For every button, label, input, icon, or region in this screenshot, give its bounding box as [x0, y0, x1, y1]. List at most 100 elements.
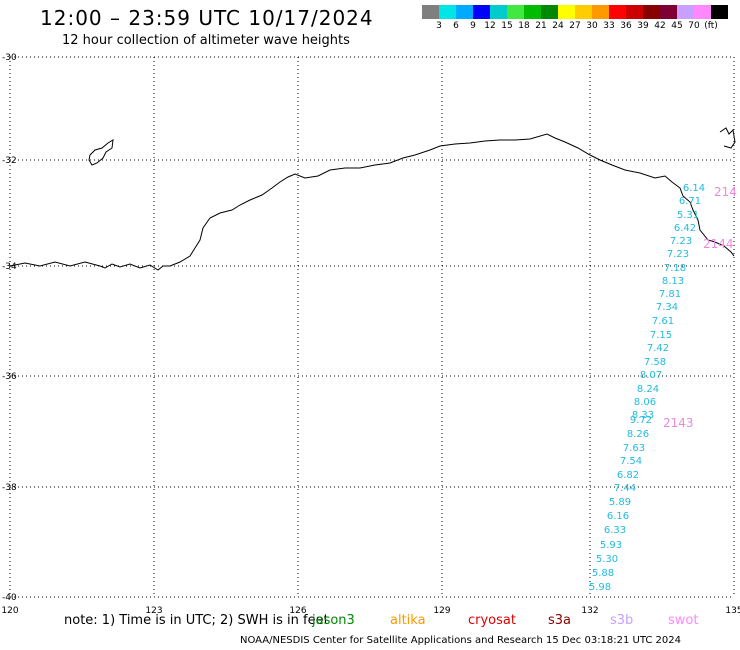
colorbar-label: 6 — [453, 21, 459, 31]
wave-height-label: 6.14 — [683, 183, 705, 194]
colorbar-label: 70 — [688, 21, 700, 31]
colorbar-swatch — [626, 5, 643, 19]
wave-height-label: 7.44 — [614, 483, 636, 494]
legend-swot: swot — [668, 613, 699, 628]
wave-height-label: 7.42 — [647, 343, 669, 354]
track-time-label: 214 — [714, 185, 737, 199]
colorbar-swatch — [592, 5, 609, 19]
colorbar-swatch — [609, 5, 626, 19]
colorbar-swatch — [694, 5, 711, 19]
latitude-labels: -30 -32 -34 -36 -38 -40 — [2, 53, 17, 603]
wave-height-label: 7.18 — [664, 263, 686, 274]
latitude-label: -32 — [2, 156, 17, 166]
latitude-label: -38 — [2, 483, 17, 493]
colorbar-label: (ft) — [704, 21, 718, 31]
wave-height-label: 5.30 — [596, 554, 618, 565]
colorbar-swatch — [677, 5, 694, 19]
wave-height-label: 8.13 — [662, 276, 684, 287]
footer-note: note: 1) Time is in UTC; 2) SWH is in fe… — [64, 613, 329, 628]
wave-height-label: 6.42 — [674, 223, 696, 234]
colorbar-swatch — [660, 5, 677, 19]
colorbar-label: 42 — [654, 21, 666, 31]
longitude-label: 123 — [145, 606, 162, 616]
colorbar-swatch — [643, 5, 660, 19]
wave-height-label: 7.61 — [652, 316, 674, 327]
wave-height-label: 5.31 — [677, 210, 699, 221]
colorbar-label: 33 — [603, 21, 615, 31]
map-grid — [9, 56, 735, 598]
wave-height-label: 8.33 — [632, 410, 654, 421]
wave-height-label: 7.23 — [667, 249, 689, 260]
colorbar-label: 27 — [569, 21, 581, 31]
legend-cryosat: cryosat — [468, 613, 516, 628]
colorbar-label: 15 — [501, 21, 513, 31]
wave-height-label: 8.07 — [640, 370, 662, 381]
latitude-label: -36 — [2, 372, 17, 382]
colorbar-swatch — [456, 5, 473, 19]
colorbar-swatch — [507, 5, 524, 19]
colorbar-label: 9 — [470, 21, 476, 31]
wave-height-label: 7.58 — [644, 357, 666, 368]
longitude-label: 132 — [581, 606, 598, 616]
colorbar-swatch — [575, 5, 592, 19]
colorbar-label: 39 — [637, 21, 649, 31]
colorbar-label: 21 — [535, 21, 547, 31]
wave-height-label: 5.89 — [609, 497, 631, 508]
colorbar-swatch — [558, 5, 575, 19]
colorbar-swatch — [422, 5, 439, 19]
colorbar-label: 3 — [436, 21, 442, 31]
colorbar-label: 36 — [620, 21, 632, 31]
colorbar-swatch — [541, 5, 558, 19]
satellite-track: 6.14 6.71 5.31 6.42 7.23 7.23 7.18 8.13 7.81 7.34… — [589, 183, 737, 593]
colorbar-swatch — [473, 5, 490, 19]
wave-height-label: 5.98 — [589, 582, 611, 593]
australia-coastline — [9, 133, 735, 271]
kangaroo-island — [88, 139, 114, 166]
wave-height-label: 8.06 — [634, 397, 656, 408]
track-time-label: 2144 — [703, 237, 734, 251]
colorbar-swatch — [524, 5, 541, 19]
wave-height-label: 9.72 — [630, 415, 652, 426]
colorbar-label: 45 — [671, 21, 683, 31]
wave-height-label: 7.15 — [650, 330, 672, 341]
colorbar-label: 12 — [484, 21, 496, 31]
colorbar-label: 30 — [586, 21, 598, 31]
longitude-label: 129 — [433, 606, 450, 616]
latitude-label: -30 — [2, 53, 17, 63]
wave-height-label: 7.54 — [620, 456, 642, 467]
latitude-label: -40 — [2, 593, 17, 603]
wave-height-label: 7.23 — [670, 236, 692, 247]
credit-line: NOAA/NESDIS Center for Satellite Applica… — [240, 635, 682, 646]
longitude-label: 120 — [1, 606, 18, 616]
legend-s3b: s3b — [610, 613, 634, 628]
longitude-label: 126 — [289, 606, 306, 616]
wave-height-label: 5.88 — [592, 568, 614, 579]
wave-height-label: 6.82 — [617, 470, 639, 481]
latitude-label: -34 — [2, 262, 17, 272]
wave-height-label: 7.34 — [656, 302, 678, 313]
legend-altika: altika — [390, 613, 426, 628]
track-time-label: 2143 — [663, 416, 694, 430]
colorbar-label: 24 — [552, 21, 564, 31]
tasmania-north-tip — [719, 127, 736, 149]
map-subtitle: 12 hour collection of altimeter wave hei… — [62, 33, 350, 48]
legend-jason3: jason3 — [312, 613, 355, 628]
colorbar-swatch — [490, 5, 507, 19]
wave-height-label: 8.24 — [637, 384, 659, 395]
wave-height-label: 6.71 — [679, 196, 701, 207]
wave-height-label: 5.93 — [600, 540, 622, 551]
legend-s3a: s3a — [548, 613, 572, 628]
wave-height-label: 6.16 — [607, 511, 629, 522]
longitude-label: 135 — [725, 606, 740, 616]
wave-height-label: 6.33 — [604, 525, 626, 536]
wave-height-label: 7.63 — [623, 443, 645, 454]
wave-height-label: 7.81 — [659, 289, 681, 300]
colorbar-label: 18 — [518, 21, 530, 31]
map-title: 12:00 – 23:59 UTC 10/17/2024 — [40, 6, 374, 30]
wave-height-label: 8.26 — [627, 429, 649, 440]
colorbar-swatch — [439, 5, 456, 19]
longitude-labels: 120 123 126 129 132 135 — [1, 606, 740, 616]
colorbar — [422, 5, 728, 19]
colorbar-swatch — [711, 5, 728, 19]
